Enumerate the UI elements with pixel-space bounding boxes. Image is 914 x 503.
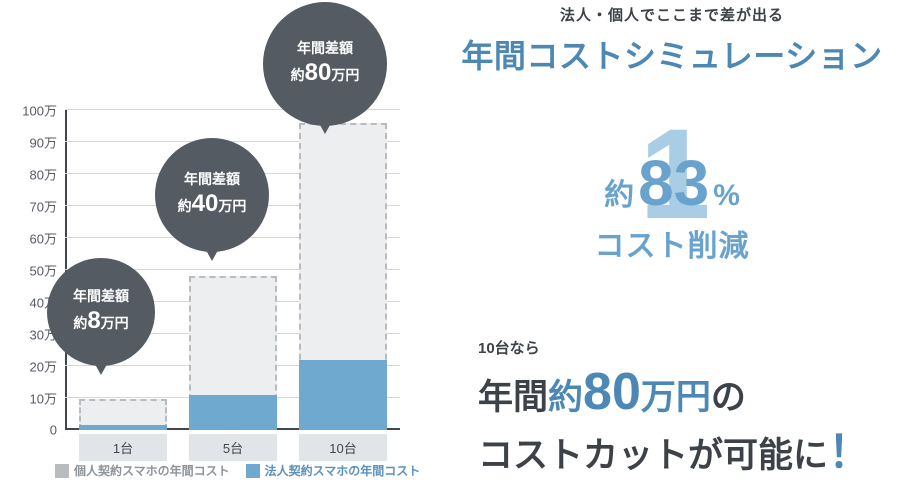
x-tick-label: 5台 [189,434,277,461]
callout-value: 40 [192,190,219,217]
callout-line2: 約80万円 [291,58,360,88]
bl2-a: コストカットが可能に [478,436,828,475]
percent-badge: 1 約 83 % コスト削減 [548,99,796,317]
bottom-line-2: コストカットが可能に！ [478,425,914,480]
y-tick-label: 100万 [22,101,65,120]
callout-bubble: 年間差額約40万円 [155,138,269,252]
legend-label-personal: 個人契約スマホの年間コスト [74,462,230,479]
legend-label-corporate: 法人契約スマホの年間コスト [265,462,421,479]
bottom-lead: 10台なら [478,337,914,358]
callout-value: 80 [305,59,332,86]
callout-value: 8 [87,307,100,334]
root: 010万20万30万40万50万60万70万80万90万100万1台5台10台 … [0,0,914,503]
callout-bubble: 年間差額約8万円 [47,258,155,366]
percent-unit: % [713,179,740,213]
callout-line1: 年間差額 [297,40,353,58]
bar-corporate-cost [79,425,167,430]
legend-item-corporate: 法人契約スマホの年間コスト [246,462,421,479]
y-tick-label: 90万 [30,133,65,152]
callout-prefix: 約 [73,315,87,331]
y-tick-label: 60万 [30,229,65,248]
legend-item-personal: 個人契約スマホの年間コスト [55,462,230,479]
right-panel: 法人・個人でここまで差が出る 年間コストシミュレーション 1 約 83 % コス… [430,0,914,503]
chart-legend: 個人契約スマホの年間コスト 法人契約スマホの年間コスト [55,462,420,479]
bl1-a: 年間 [478,378,548,417]
percent-value: 83 [638,151,709,215]
bl1-e: の [711,378,746,417]
chart-panel: 010万20万30万40万50万60万70万80万90万100万1台5台10台 … [0,0,430,503]
bl1-b: 約 [548,378,583,417]
bottom-copy: 10台なら 年間約80万円の コストカットが可能に！ [478,337,914,480]
callout-line1: 年間差額 [73,288,129,306]
callout-line2: 約8万円 [73,306,128,336]
bar-corporate-cost [299,360,387,430]
callout-unit: 万円 [331,67,359,83]
callout-prefix: 約 [178,198,192,214]
bl1-c: 80 [583,363,641,421]
x-tick-label: 10台 [299,434,387,461]
callout-bubble: 年間差額約80万円 [263,2,387,126]
percent-prefix: 約 [604,170,634,214]
subtitle: 法人・個人でここまで差が出る [430,4,914,25]
x-tick-label: 1台 [79,434,167,461]
y-tick-label: 70万 [30,197,65,216]
bottom-line-1: 年間約80万円の [478,360,914,425]
callout-unit: 万円 [101,315,129,331]
y-tick-label: 80万 [30,165,65,184]
bar-corporate-cost [189,395,277,430]
percent-foreground: 約 83 % コスト削減 [548,99,796,317]
callout-prefix: 約 [291,67,305,83]
main-title: 年間コストシミュレーション [430,31,914,77]
bl2-b: ！ [828,428,872,477]
bl1-d: 万円 [641,378,711,417]
y-tick-label: 0 [50,423,65,438]
callout-line2: 約40万円 [178,189,247,219]
callout-unit: 万円 [218,198,246,214]
y-tick-label: 10万 [30,389,65,408]
percent-caption: コスト削減 [595,221,750,265]
legend-swatch-personal [55,464,69,478]
legend-swatch-corporate [246,464,260,478]
percent-value-row: 約 83 % [604,151,740,215]
callout-line1: 年間差額 [184,171,240,189]
y-tick-label: 20万 [30,357,65,376]
